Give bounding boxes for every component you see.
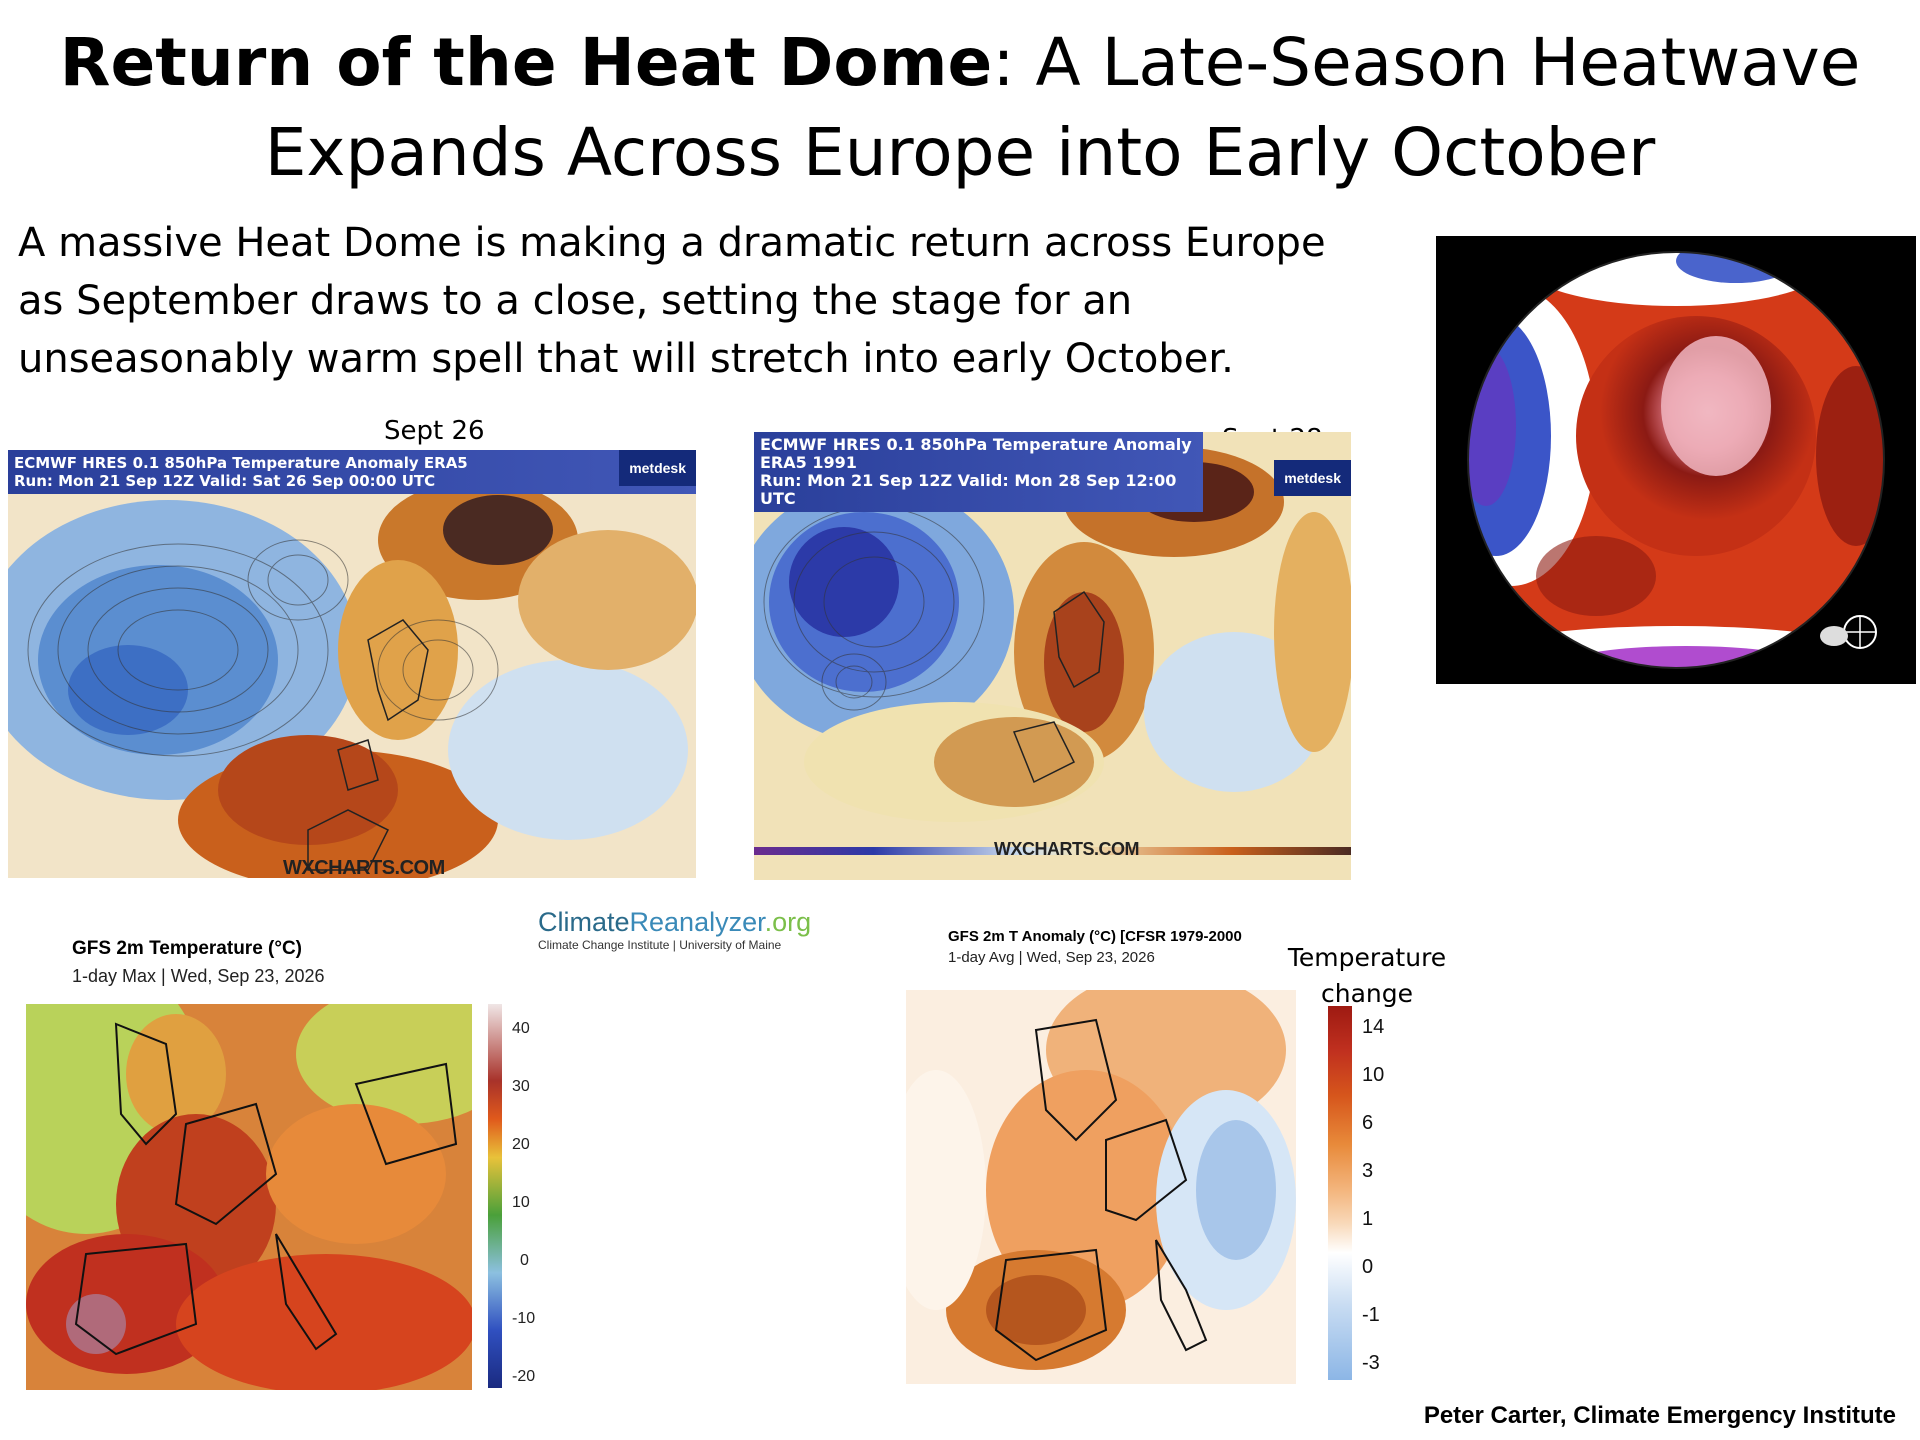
anom-legend-title: Temperature change bbox=[1282, 940, 1452, 1012]
tick-10: 10 bbox=[512, 1194, 530, 1211]
map2-watermark: WXCHARTS.COM bbox=[994, 839, 1140, 859]
gfs-temp-colorbar-ticks: 40 30 20 10 0 -10 -20 bbox=[512, 1020, 572, 1390]
gfs-anom-map bbox=[906, 990, 1296, 1384]
title-line2: Expands Across Europe into Early October bbox=[264, 114, 1656, 191]
tick-minus20: -20 bbox=[512, 1368, 536, 1385]
map1-header-line2: Run: Mon 21 Sep 12Z Valid: Sat 26 Sep 00… bbox=[14, 472, 436, 490]
globe-logo-icon bbox=[1820, 615, 1877, 649]
map1-watermark: WXCHARTS.COM bbox=[283, 857, 445, 878]
map2-anomaly-map: ECMWF HRES 0.1 850hPa Temperature Anomal… bbox=[754, 432, 1351, 880]
logo-sub: Climate Change Institute | University of… bbox=[538, 938, 782, 952]
map2-metdesk-logo: metdesk bbox=[1274, 460, 1351, 496]
title-rest: : A Late-Season Heatwave bbox=[992, 24, 1861, 101]
legend-title-line1: Temperature bbox=[1287, 943, 1447, 972]
gfs-temp-subtitle: 1-day Max | Wed, Sep 23, 2026 bbox=[72, 966, 325, 986]
gfs-temp-map bbox=[26, 1004, 472, 1390]
legend-tick-minus3: -3 bbox=[1362, 1352, 1380, 1374]
anom-legend-colorbar bbox=[1328, 1006, 1352, 1380]
map1-anomaly-map: ECMWF HRES 0.1 850hPa Temperature Anomal… bbox=[8, 450, 696, 878]
gfs-temp-colorbar bbox=[488, 1004, 502, 1388]
title-bold: Return of the Heat Dome bbox=[59, 24, 993, 101]
map1-header: ECMWF HRES 0.1 850hPa Temperature Anomal… bbox=[8, 450, 696, 494]
map2-header: ECMWF HRES 0.1 850hPa Temperature Anomal… bbox=[754, 432, 1203, 512]
legend-tick-14: 14 bbox=[1362, 1016, 1385, 1038]
tick-30: 30 bbox=[512, 1078, 530, 1095]
map1-header-line1: ECMWF HRES 0.1 850hPa Temperature Anomal… bbox=[14, 454, 468, 472]
gfs-temp-title: GFS 2m Temperature (°C) bbox=[72, 938, 303, 959]
legend-tick-minus1: -1 bbox=[1362, 1304, 1380, 1326]
logo-part3: .org bbox=[764, 907, 812, 937]
map2-header-line1: ECMWF HRES 0.1 850hPa Temperature Anomal… bbox=[760, 435, 1192, 472]
page-title: Return of the Heat Dome: A Late-Season H… bbox=[40, 18, 1880, 198]
legend-tick-6: 6 bbox=[1362, 1112, 1374, 1134]
intro-text: A massive Heat Dome is making a dramatic… bbox=[18, 220, 1326, 382]
logo-part1: Climate bbox=[538, 907, 630, 937]
map2-header-line2: Run: Mon 21 Sep 12Z Valid: Mon 28 Sep 12… bbox=[760, 471, 1177, 508]
logo-part2: Reanalyzer bbox=[629, 907, 765, 937]
legend-tick-10: 10 bbox=[1362, 1064, 1385, 1086]
anom-legend-ticks: 14 10 6 3 1 0 -1 -3 bbox=[1362, 1016, 1422, 1386]
gfs-anom-subtitle: 1-day Avg | Wed, Sep 23, 2026 bbox=[948, 949, 1155, 966]
legend-tick-3: 3 bbox=[1362, 1160, 1374, 1182]
gfs-anom-header: GFS 2m T Anomaly (°C) [CFSR 1979-2000 1-… bbox=[948, 928, 1242, 966]
globe-image bbox=[1436, 236, 1916, 684]
gfs-anom-title: GFS 2m T Anomaly (°C) [CFSR 1979-2000 bbox=[948, 928, 1242, 945]
tick-20: 20 bbox=[512, 1136, 530, 1153]
legend-title-line2: change bbox=[1320, 979, 1413, 1008]
climate-reanalyzer-logo: ClimateReanalyzer.org Climate Change Ins… bbox=[538, 906, 811, 952]
gfs-temp-header: GFS 2m Temperature (°C) 1-day Max | Wed,… bbox=[72, 938, 325, 987]
credit-line: Peter Carter, Climate Emergency Institut… bbox=[1423, 1402, 1896, 1429]
legend-tick-0: 0 bbox=[1362, 1256, 1374, 1278]
tick-minus10: -10 bbox=[512, 1310, 536, 1327]
tick-0: 0 bbox=[520, 1252, 529, 1269]
legend-tick-1: 1 bbox=[1362, 1208, 1374, 1230]
map1-date-label: Sept 26 bbox=[384, 416, 485, 446]
map1-metdesk-logo: metdesk bbox=[619, 450, 696, 486]
tick-40: 40 bbox=[512, 1020, 530, 1037]
